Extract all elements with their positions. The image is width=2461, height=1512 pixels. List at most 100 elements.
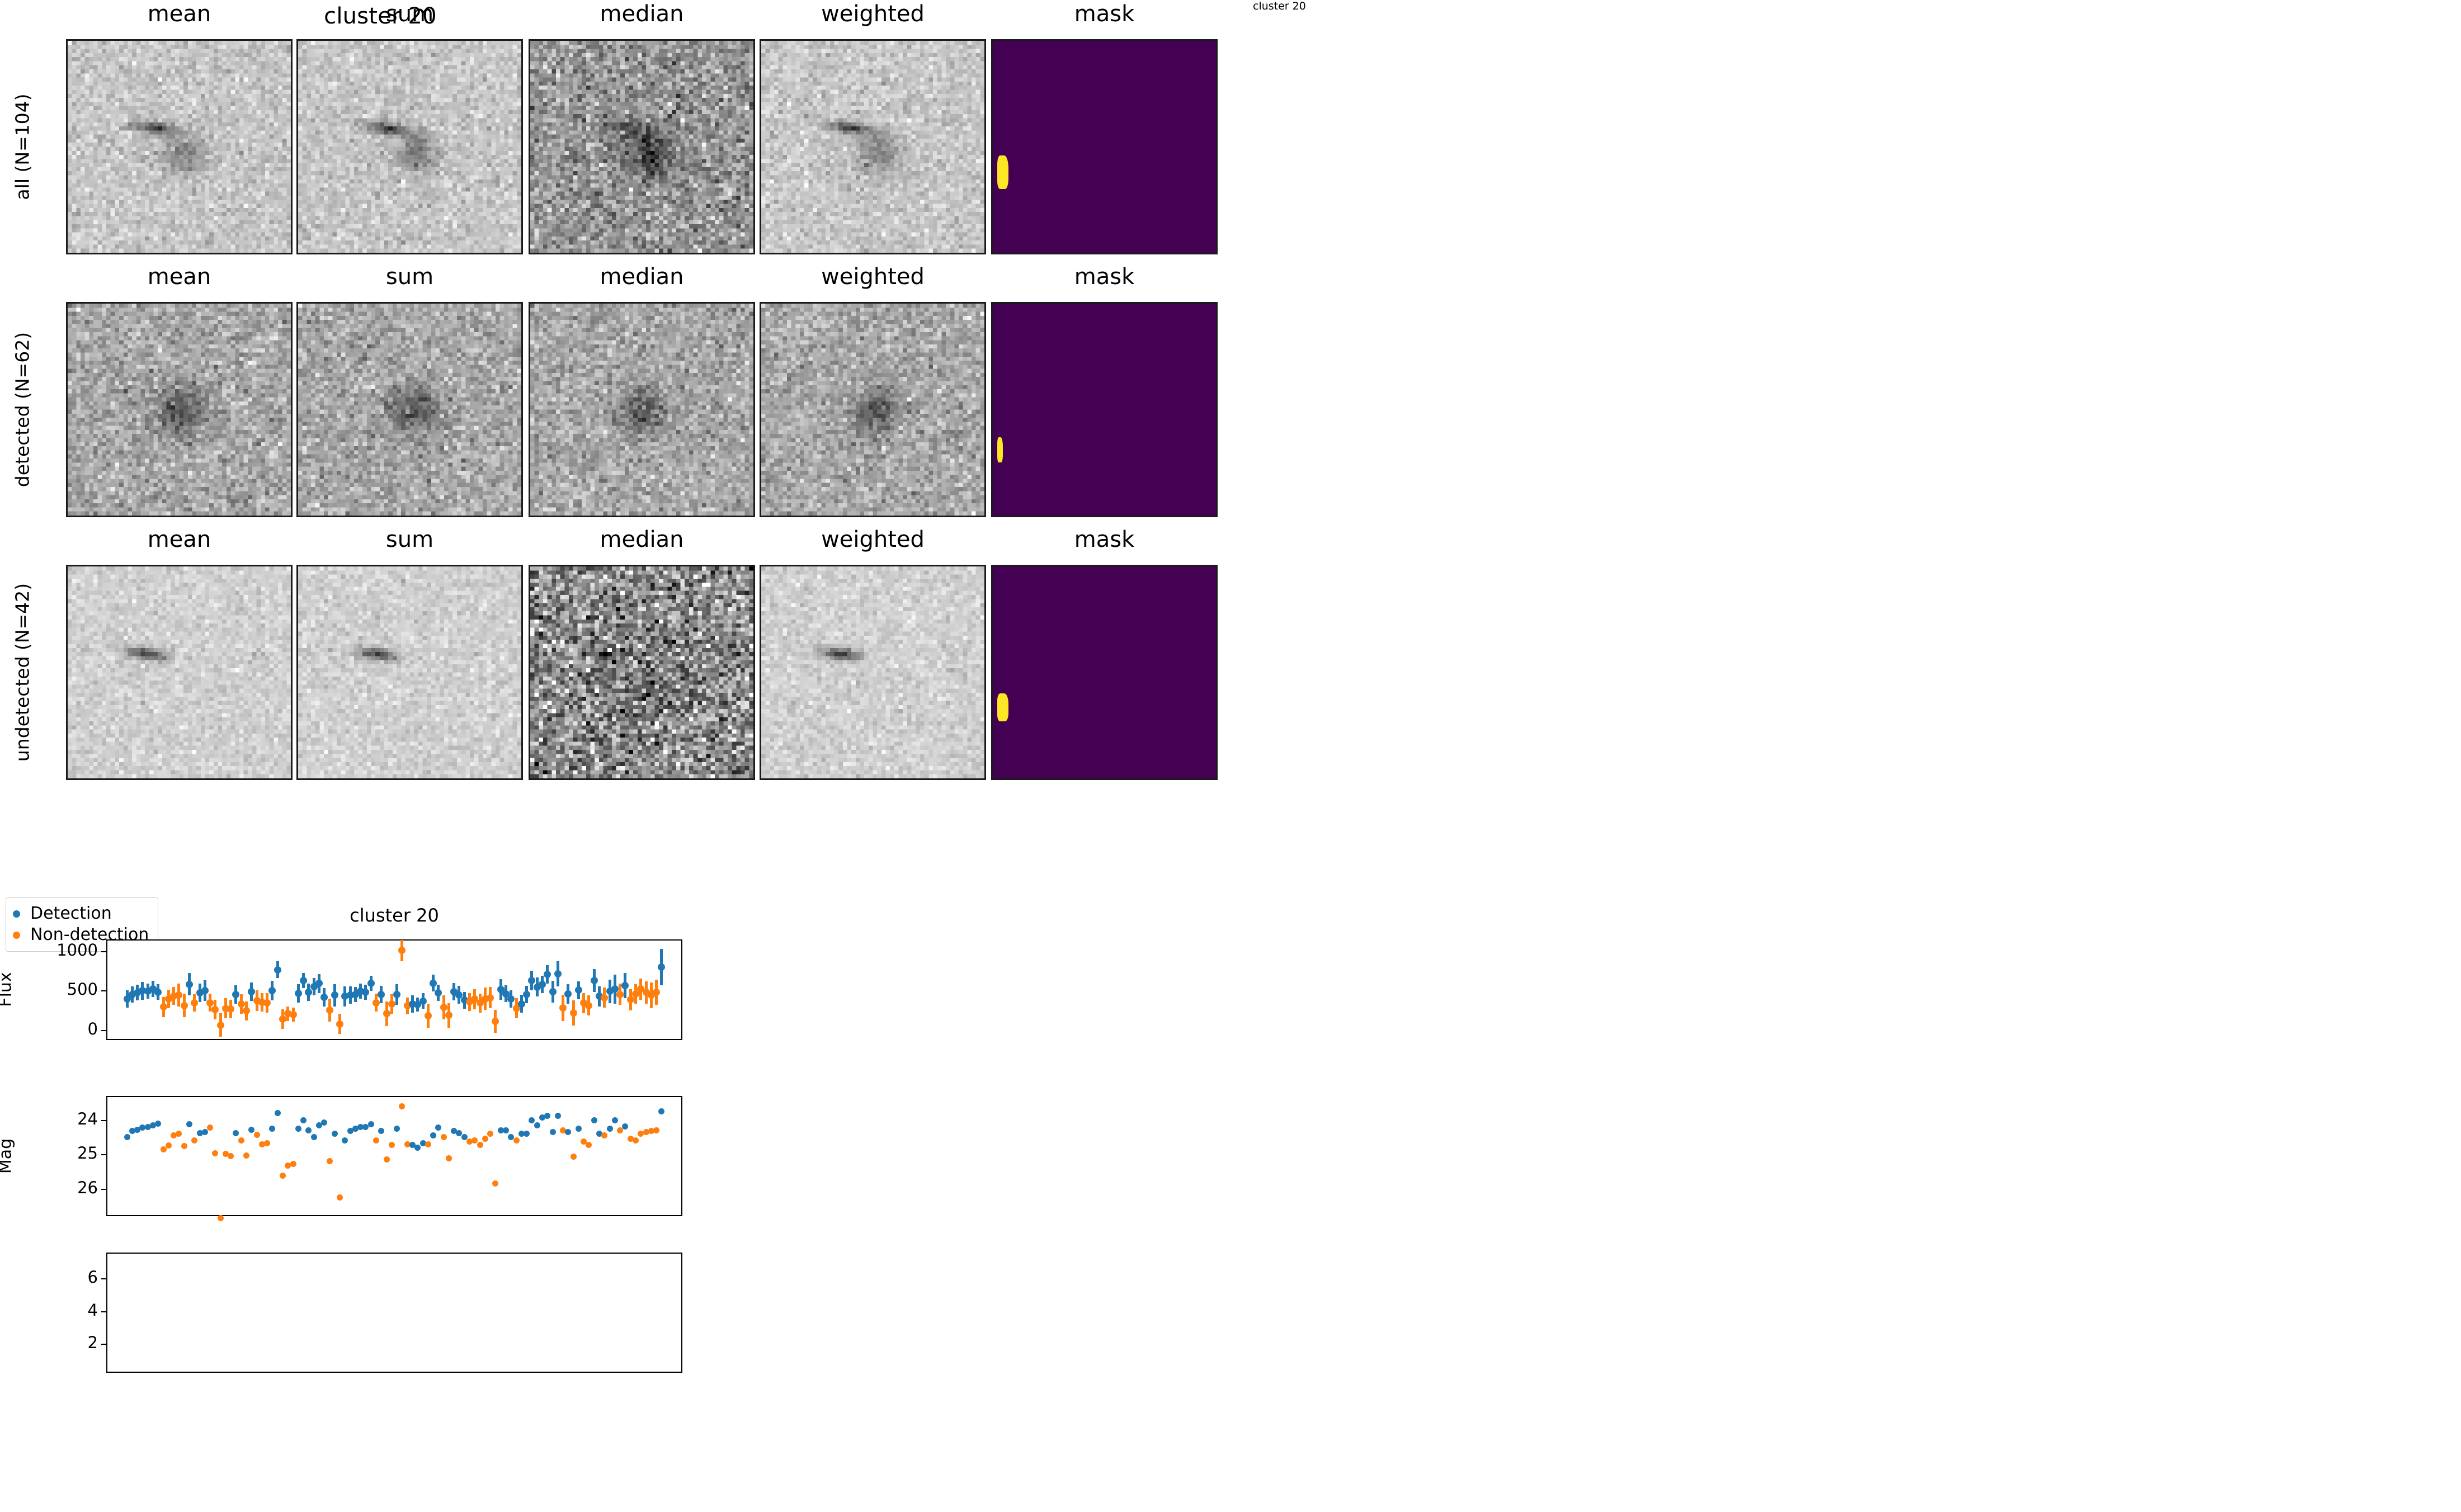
mag-point bbox=[632, 1137, 639, 1144]
flux-point bbox=[430, 979, 437, 987]
mag-point bbox=[658, 1108, 665, 1115]
flux-point bbox=[362, 988, 370, 996]
mag-point bbox=[414, 1144, 421, 1151]
mag-point bbox=[461, 1134, 468, 1141]
flux-point bbox=[549, 988, 557, 996]
y-tick-label: 0 bbox=[87, 1019, 98, 1038]
flux-point bbox=[279, 1015, 286, 1023]
stamp-detected-mean bbox=[66, 302, 293, 517]
mag-point bbox=[539, 1114, 545, 1121]
y-tick-label: 4 bbox=[87, 1300, 98, 1320]
mag-point bbox=[524, 1131, 530, 1137]
y-tick-label: 1000 bbox=[56, 941, 98, 960]
mag-point bbox=[342, 1137, 348, 1144]
flux-point bbox=[476, 999, 484, 1007]
y-tickmark bbox=[101, 1154, 106, 1156]
mag-point bbox=[581, 1138, 587, 1145]
legend-label: Detection bbox=[30, 904, 112, 923]
mag-point bbox=[419, 1140, 426, 1147]
mag-point bbox=[129, 1128, 135, 1135]
flux-point bbox=[523, 990, 531, 998]
flux-point bbox=[232, 990, 240, 998]
stamp-detected-weighted bbox=[760, 302, 986, 517]
stamp-col-title-sum: sum bbox=[385, 527, 434, 552]
lightcurve-title: cluster 20 bbox=[350, 905, 439, 926]
mag-point bbox=[171, 1132, 177, 1139]
mag-point bbox=[591, 1117, 597, 1123]
stamp-undetected-weighted bbox=[760, 565, 986, 780]
mag-point bbox=[269, 1125, 276, 1132]
mask-blob bbox=[997, 693, 1008, 721]
flux-point bbox=[227, 1005, 235, 1013]
flux-point bbox=[388, 1000, 395, 1008]
stamp-col-title-median: median bbox=[600, 264, 684, 290]
flux-point bbox=[320, 993, 328, 1001]
mag-point bbox=[321, 1119, 328, 1126]
mag-point bbox=[378, 1128, 385, 1135]
legend-marker-icon bbox=[13, 932, 20, 939]
flux-point bbox=[658, 963, 666, 971]
stamp-col-title-median: median bbox=[600, 527, 684, 552]
flux-point bbox=[383, 1010, 390, 1018]
flux-point bbox=[294, 989, 302, 997]
mag-point bbox=[497, 1127, 504, 1133]
stamp-col-title-mask: mask bbox=[1074, 527, 1135, 552]
y-tickmark bbox=[101, 1029, 106, 1031]
flux-point bbox=[564, 990, 572, 998]
flux-point bbox=[159, 1003, 167, 1011]
mag-point bbox=[394, 1125, 400, 1132]
mag-point bbox=[451, 1128, 458, 1135]
mag-point bbox=[435, 1124, 442, 1131]
mag-point bbox=[274, 1110, 281, 1117]
mag-point bbox=[383, 1156, 390, 1163]
stamp-undetected-median bbox=[529, 565, 755, 780]
stamp-col-title-mean: mean bbox=[147, 1, 211, 27]
legend-marker-icon bbox=[13, 910, 20, 918]
flux-point bbox=[180, 1001, 188, 1009]
flux-point bbox=[175, 991, 183, 999]
mag-point bbox=[653, 1127, 660, 1133]
mag-point bbox=[554, 1112, 561, 1119]
flux-point bbox=[315, 980, 323, 987]
flux-point bbox=[445, 1012, 452, 1019]
stamp-col-title-weighted: weighted bbox=[821, 527, 925, 552]
mag-point bbox=[648, 1128, 654, 1135]
y-tickmark bbox=[101, 990, 106, 992]
mag-point bbox=[295, 1125, 301, 1132]
mag-point bbox=[326, 1158, 333, 1165]
stacked-stamp-panel: cluster 20 all (N=104) mean sum median weigh… bbox=[0, 0, 1253, 872]
mag-point bbox=[124, 1134, 130, 1141]
lightcurve-figure: cluster 20 Detection Non-detection 0 500 1000… bbox=[0, 872, 1275, 1512]
mag-point bbox=[150, 1122, 156, 1128]
stamp-col-title-sum: sum bbox=[385, 264, 434, 290]
stamp-detected-median bbox=[529, 302, 755, 517]
y-tickmark bbox=[101, 1120, 106, 1121]
y-tick-label: 2 bbox=[87, 1333, 98, 1352]
flux-point bbox=[154, 988, 162, 996]
flux-point bbox=[398, 947, 406, 955]
mag-point bbox=[181, 1142, 187, 1149]
flux-point bbox=[211, 1006, 219, 1014]
mag-point bbox=[134, 1126, 141, 1133]
flux-point bbox=[243, 1007, 251, 1015]
mag-point bbox=[570, 1154, 577, 1160]
mag-point bbox=[362, 1123, 369, 1130]
flux-point bbox=[435, 989, 442, 997]
mag-point bbox=[212, 1150, 219, 1157]
y-axis-label-mag: Mag bbox=[0, 1138, 16, 1174]
mag-point bbox=[290, 1160, 296, 1167]
mag-point bbox=[456, 1130, 463, 1136]
mag-point bbox=[388, 1141, 395, 1148]
flux-point bbox=[378, 990, 385, 998]
mag-point bbox=[487, 1131, 494, 1137]
mag-point bbox=[258, 1141, 265, 1147]
flux-point bbox=[336, 1020, 344, 1028]
stamp-panel-title: cluster 20 bbox=[324, 3, 437, 29]
stamp-col-title-sum: sum bbox=[385, 1, 434, 27]
mag-point bbox=[191, 1137, 198, 1144]
stamp-all-median bbox=[529, 39, 755, 254]
mag-point bbox=[643, 1129, 649, 1135]
flux-point bbox=[331, 991, 338, 999]
flux-point bbox=[440, 1004, 447, 1012]
flux-point bbox=[559, 1004, 567, 1012]
